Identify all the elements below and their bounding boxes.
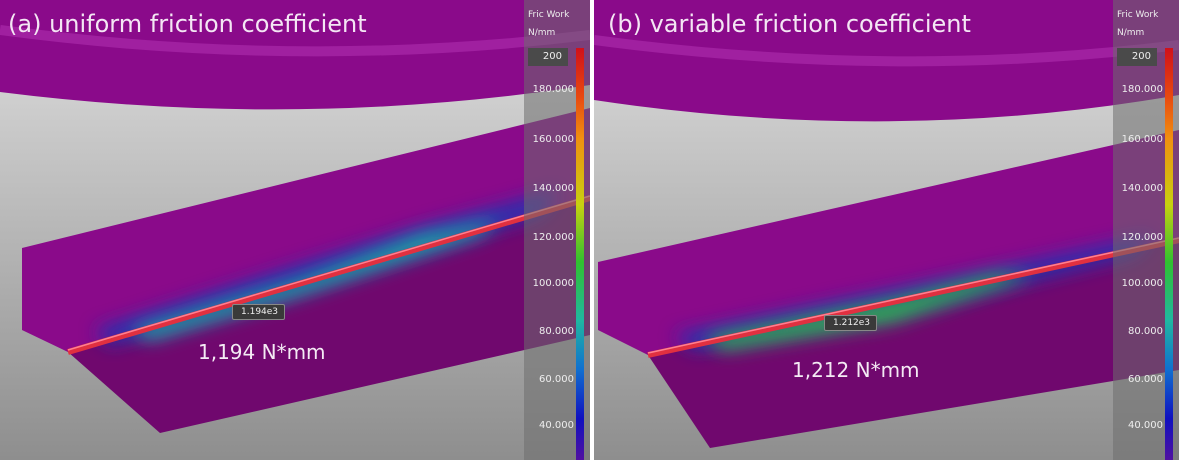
legend-unit: N/mm [1117,28,1145,38]
legend-tick: 60.000 [539,374,574,385]
simulation-view [594,0,1179,460]
legend-tick: 180.000 [532,84,574,95]
legend-tick: 120.000 [1121,232,1163,243]
legend-tick: 40.000 [539,420,574,431]
panel-title: (b) variable friction coefficient [608,10,971,38]
legend-tick: 140.000 [1121,183,1163,194]
legend-tick: 100.000 [1121,278,1163,289]
result-value: 1,212 N*mm [792,358,920,382]
color-legend: Fric Work N/mm 200 180.000 160.000 140.00… [524,0,590,460]
legend-tick: 120.000 [532,232,574,243]
legend-tick: 40.000 [1128,420,1163,431]
probe-label: 1.194e3 [232,304,286,320]
legend-title: Fric Work [1117,10,1159,20]
legend-tick: 60.000 [1128,374,1163,385]
result-value: 1,194 N*mm [198,340,326,364]
legend-max-input[interactable]: 200 [528,48,568,66]
legend-max-input[interactable]: 200 [1117,48,1157,66]
panel-uniform: (a) uniform friction coefficient 1.194e3… [0,0,590,460]
legend-unit: N/mm [528,28,556,38]
probe-label: 1.212e3 [824,315,878,331]
base-plate [648,240,1179,448]
weld-line [647,237,1179,358]
panel-variable: (b) variable friction coefficient 1.212e… [594,0,1179,460]
legend-tick: 140.000 [532,183,574,194]
vertical-plate [598,130,1179,355]
legend-tick: 180.000 [1121,84,1163,95]
legend-title: Fric Work [528,10,570,20]
legend-tick: 160.000 [1121,134,1163,145]
vertical-plate [22,108,590,352]
legend-tick: 160.000 [532,134,574,145]
base-plate [68,198,590,433]
weld-line [67,195,590,355]
legend-tick: 80.000 [539,326,574,337]
panel-title: (a) uniform friction coefficient [8,10,367,38]
color-bar [576,48,584,460]
color-legend: Fric Work N/mm 200 180.000 160.000 140.00… [1113,0,1179,460]
color-bar [1165,48,1173,460]
simulation-view [0,0,590,460]
legend-tick: 80.000 [1128,326,1163,337]
legend-tick: 100.000 [532,278,574,289]
